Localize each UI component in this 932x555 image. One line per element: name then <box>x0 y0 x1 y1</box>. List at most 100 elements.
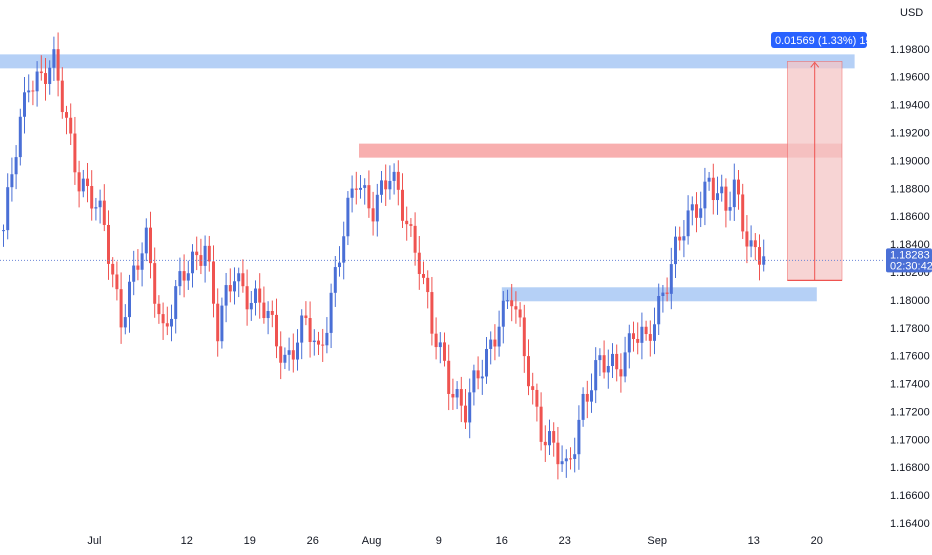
y-tick-label: 1.18800 <box>890 183 930 195</box>
time-axis[interactable]: Jul 12 19 26 Aug 9 16 23 Sep 13 20 <box>87 535 823 547</box>
candle-body <box>451 393 455 398</box>
candle-body <box>279 346 283 363</box>
candle-body <box>31 90 35 92</box>
candle-body <box>224 285 228 306</box>
zone-top-blue[interactable] <box>0 54 855 69</box>
candle-body <box>716 193 719 201</box>
candle-body <box>359 187 362 190</box>
candle-body <box>501 300 505 327</box>
candle-body <box>27 90 31 93</box>
y-tick-label: 1.19600 <box>890 72 930 84</box>
candle-body <box>157 303 161 315</box>
y-tick-label: 1.18600 <box>890 211 930 223</box>
currency-label: USD <box>900 7 923 19</box>
candle-body <box>741 194 745 232</box>
candle-body <box>690 204 694 211</box>
candle-body <box>44 73 47 84</box>
zone-resistance[interactable] <box>359 143 842 158</box>
candle-body <box>648 334 652 341</box>
candle-body <box>531 386 535 390</box>
zone-support[interactable] <box>501 287 817 302</box>
x-tick-label: 13 <box>748 535 760 547</box>
y-tick-label: 1.19800 <box>890 44 930 56</box>
candle-body <box>388 180 392 190</box>
candle-body <box>459 389 463 406</box>
candle-body <box>539 406 543 442</box>
candle-body <box>674 236 677 265</box>
candle-body <box>417 252 421 274</box>
candle-body <box>611 353 614 367</box>
candle-body <box>245 286 249 310</box>
candle-body <box>728 207 732 211</box>
y-tick-label: 1.18400 <box>890 239 930 251</box>
candle-body <box>535 389 539 407</box>
candle-body <box>69 117 73 134</box>
candle-body <box>182 271 186 281</box>
candle-body <box>632 333 635 340</box>
candle-body <box>380 180 383 195</box>
candle-body <box>132 265 136 282</box>
candle-body <box>291 350 295 360</box>
candle-body <box>527 356 530 387</box>
candle-body <box>342 236 346 263</box>
target-arrow-head <box>810 61 820 68</box>
candle-body <box>123 317 127 328</box>
candle-body <box>170 318 173 327</box>
candle-body <box>493 339 497 347</box>
candle-body <box>270 311 274 315</box>
candle-body <box>371 208 375 222</box>
countdown-timer: 02:30:42 <box>890 260 932 272</box>
candle-body <box>472 370 476 393</box>
price-axis[interactable]: USD 1.16400 1.16600 1.16800 1.17000 1.17200 1… <box>885 0 932 530</box>
candle-body <box>720 186 724 194</box>
candle-body <box>732 179 736 208</box>
candle-body <box>543 441 547 446</box>
candle-body <box>703 181 707 209</box>
candle-body <box>144 227 148 254</box>
candle-body <box>476 370 480 379</box>
candle-body <box>560 461 564 465</box>
candle-body <box>212 261 215 304</box>
target-layer <box>787 61 843 281</box>
candle-body <box>556 442 560 465</box>
candle-body <box>191 251 194 274</box>
candle-body <box>657 296 661 325</box>
candle-body <box>60 80 64 113</box>
candle-body <box>506 300 509 302</box>
candle-body <box>468 392 472 423</box>
y-tick-label: 1.16800 <box>890 462 930 474</box>
candle-body <box>111 263 115 275</box>
candle-body <box>514 306 518 310</box>
candle-body <box>304 315 308 319</box>
candle-body <box>606 366 610 373</box>
candle-body <box>136 265 140 270</box>
candle-body <box>699 208 703 218</box>
candle-body <box>262 302 266 319</box>
candle-body <box>203 245 207 266</box>
candle-body <box>602 355 606 373</box>
candle-body <box>598 355 602 361</box>
candle-body <box>199 255 203 266</box>
y-tick-label: 1.16600 <box>890 490 930 502</box>
candle-body <box>753 240 757 248</box>
candle-body <box>312 340 316 343</box>
candle-body <box>149 227 152 264</box>
candle-body <box>287 350 291 355</box>
candle-body <box>98 200 102 208</box>
y-tick-label: 1.17600 <box>890 351 930 363</box>
candle-body <box>564 458 568 462</box>
candle-body <box>52 49 56 68</box>
candle-body <box>317 340 320 345</box>
candle-body <box>695 204 698 218</box>
candle-body <box>325 332 329 346</box>
candle-body <box>577 419 581 455</box>
measure-label-text: 0.01569 (1.33%) 156.9 <box>775 35 887 47</box>
candle-body <box>430 292 434 334</box>
candle-body <box>195 251 199 256</box>
candle-body <box>464 405 467 423</box>
candle-body <box>249 302 253 310</box>
candle-body <box>161 314 165 324</box>
y-tick-label: 1.19000 <box>890 155 930 167</box>
